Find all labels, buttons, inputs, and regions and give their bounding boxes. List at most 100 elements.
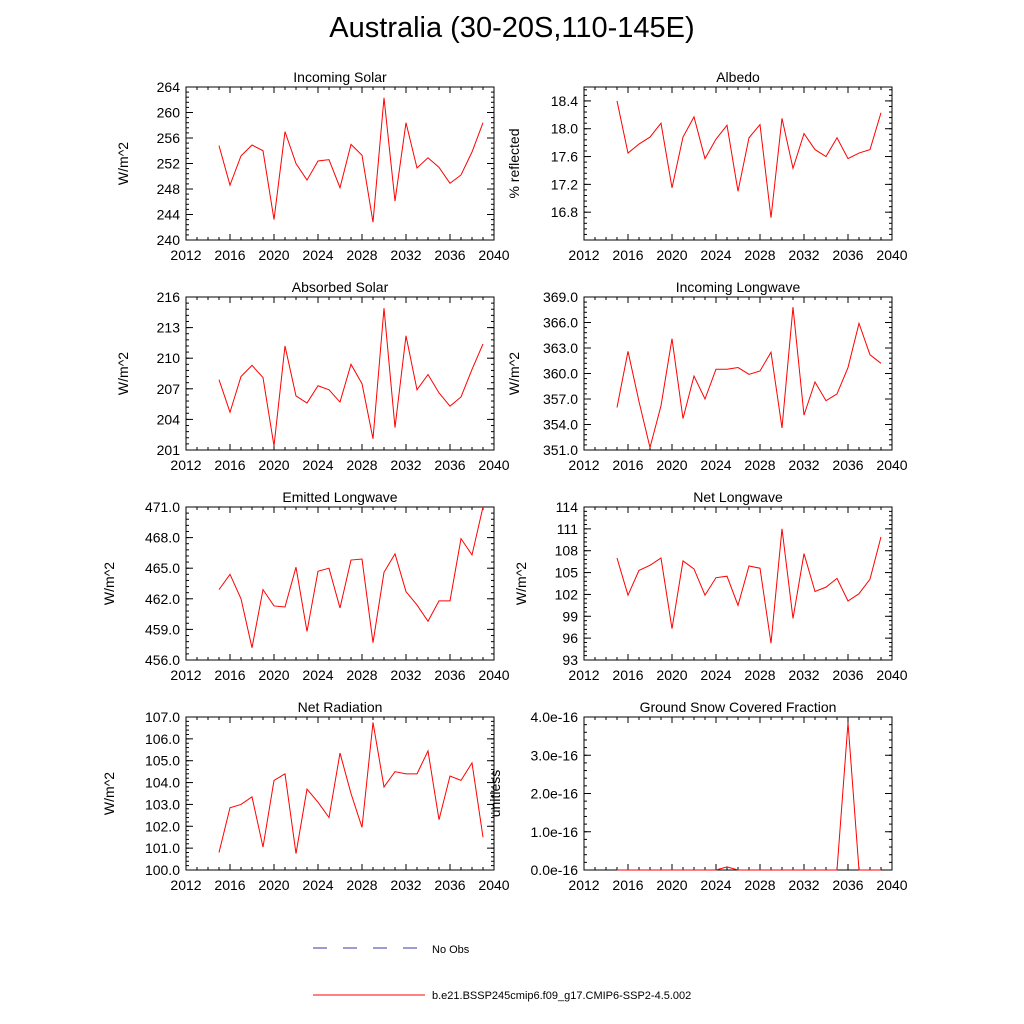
panel-5: Emitted Longwave 2012 2016 2020 2024 2028 2032… — [101, 489, 510, 683]
y-axis-label: W/m^2 — [101, 562, 117, 605]
panel-title: Net Longwave — [693, 489, 783, 505]
y-tick-label: 468.0 — [145, 530, 180, 546]
y-tick-label: 2.0e-16 — [531, 786, 579, 802]
y-tick-label: 16.8 — [551, 204, 578, 220]
y-tick-label: 471.0 — [145, 499, 180, 515]
y-tick-label: 248 — [157, 181, 181, 197]
x-tick-label: 2040 — [478, 457, 509, 473]
x-tick-label: 2016 — [612, 457, 643, 473]
x-tick-label: 2032 — [788, 877, 819, 893]
series-line — [616, 100, 882, 218]
y-tick-label: 96 — [562, 630, 578, 646]
y-tick-label: 93 — [562, 652, 578, 668]
panel-title: Emitted Longwave — [282, 489, 397, 505]
y-tick-label: 102 — [555, 586, 579, 602]
y-tick-label: 106.0 — [145, 731, 180, 747]
panel-7: Net Radiation 2012 2016 2020 2024 2028 2032 203… — [101, 699, 510, 893]
y-axis-label: W/m^2 — [513, 562, 529, 605]
x-tick-label: 2012 — [170, 457, 201, 473]
panel-2: Albedo 2012 2016 2020 2024 2028 2032 2036 2040 16… — [506, 69, 908, 263]
y-tick-label: 213 — [157, 320, 181, 336]
y-tick-label: 102.0 — [145, 818, 180, 834]
x-tick-label: 2028 — [744, 667, 775, 683]
x-tick-label: 2024 — [700, 667, 731, 683]
y-tick-label: 216 — [157, 289, 181, 305]
series-line — [616, 528, 882, 644]
x-tick-label: 2032 — [390, 247, 421, 263]
y-tick-label: 462.0 — [145, 591, 180, 607]
x-tick-label: 2024 — [700, 247, 731, 263]
x-tick-label: 2036 — [832, 247, 863, 263]
series-line — [218, 97, 484, 223]
x-tick-label: 2020 — [258, 247, 289, 263]
series-line — [218, 506, 484, 648]
panel-1: Incoming Solar 2012 2016 2020 2024 2028 2032 20… — [115, 69, 510, 263]
page-title: Australia (30-20S,110-145E) — [329, 12, 695, 44]
y-axis-label: % reflected — [506, 128, 522, 198]
x-tick-label: 2028 — [744, 247, 775, 263]
x-tick-label: 2024 — [302, 667, 333, 683]
y-tick-label: 357.0 — [543, 391, 578, 407]
x-tick-label: 2020 — [656, 877, 687, 893]
x-tick-label: 2024 — [700, 877, 731, 893]
y-axis-label: W/m^2 — [115, 142, 131, 185]
x-tick-label: 2036 — [434, 457, 465, 473]
x-tick-label: 2020 — [258, 667, 289, 683]
x-tick-label: 2020 — [258, 457, 289, 473]
y-tick-label: 201 — [157, 442, 181, 458]
x-tick-label: 2036 — [434, 877, 465, 893]
y-tick-label: 366.0 — [543, 315, 578, 331]
series-line — [218, 308, 484, 446]
legend-model-label: b.e21.BSSP245cmip6.f09_g17.CMIP6-SSP2-4.… — [432, 990, 691, 1002]
panel-8: Ground Snow Covered Fraction 2012 2016 2020… — [487, 699, 908, 893]
y-tick-label: 244 — [157, 207, 181, 223]
panel-title: Absorbed Solar — [292, 279, 389, 295]
plot-frame — [583, 506, 893, 661]
y-tick-label: 111 — [557, 521, 578, 537]
x-tick-label: 2040 — [478, 247, 509, 263]
y-tick-label: 103.0 — [145, 796, 180, 812]
plot-frame — [583, 716, 893, 871]
y-tick-label: 204 — [157, 411, 181, 427]
y-tick-label: 104.0 — [145, 775, 180, 791]
y-tick-label: 18.0 — [551, 121, 578, 137]
y-tick-label: 100.0 — [145, 862, 180, 878]
y-axis-label: unitless — [487, 770, 503, 817]
y-tick-label: 210 — [157, 350, 181, 366]
x-tick-label: 2016 — [214, 457, 245, 473]
x-tick-label: 2020 — [656, 667, 687, 683]
x-tick-label: 2012 — [568, 877, 599, 893]
x-tick-label: 2028 — [346, 247, 377, 263]
panel-6: Net Longwave 2012 2016 2020 2024 2028 2032 2036… — [513, 489, 908, 683]
y-tick-label: 101.0 — [145, 840, 180, 856]
y-tick-label: 17.6 — [551, 149, 578, 165]
y-tick-label: 252 — [157, 156, 181, 172]
x-tick-label: 2040 — [876, 247, 907, 263]
x-tick-label: 2036 — [832, 877, 863, 893]
x-tick-label: 2024 — [700, 457, 731, 473]
panel-title: Ground Snow Covered Fraction — [640, 699, 837, 715]
y-tick-label: 459.0 — [145, 621, 180, 637]
y-tick-label: 256 — [157, 130, 181, 146]
x-tick-label: 2020 — [656, 247, 687, 263]
plot-frame — [185, 506, 495, 661]
x-tick-label: 2040 — [876, 877, 907, 893]
plot-frame — [185, 716, 495, 871]
y-tick-label: 207 — [157, 381, 181, 397]
y-tick-label: 0.0e-16 — [531, 862, 579, 878]
x-tick-label: 2028 — [346, 877, 377, 893]
panel-title: Incoming Solar — [293, 69, 387, 85]
y-axis-label: W/m^2 — [506, 352, 522, 395]
x-tick-label: 2028 — [744, 457, 775, 473]
y-tick-label: 369.0 — [543, 289, 578, 305]
x-tick-label: 2032 — [390, 667, 421, 683]
x-tick-label: 2020 — [656, 457, 687, 473]
panel-4: Incoming Longwave 2012 2016 2020 2024 2028 203… — [506, 279, 908, 473]
y-tick-label: 17.2 — [551, 176, 578, 192]
x-tick-label: 2020 — [258, 877, 289, 893]
y-tick-label: 465.0 — [145, 560, 180, 576]
y-axis-label: W/m^2 — [115, 352, 131, 395]
x-tick-label: 2040 — [876, 667, 907, 683]
y-tick-label: 1.0e-16 — [531, 824, 579, 840]
x-tick-label: 2016 — [214, 667, 245, 683]
